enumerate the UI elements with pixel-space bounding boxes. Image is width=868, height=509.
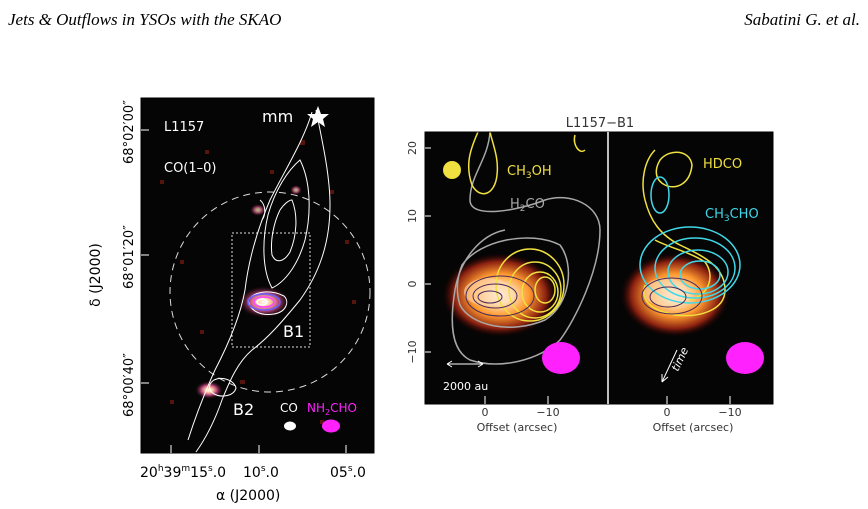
right-map-frame <box>424 131 774 405</box>
x-tick-s2-0: 0 <box>664 406 671 419</box>
dec-axis-label: δ (J2000) <box>88 243 104 307</box>
source-label: L1157 <box>164 120 204 135</box>
x-tick-s1-m10: −10 <box>536 406 559 419</box>
beam-co-label: CO <box>280 401 298 415</box>
ra-tick-1: 20h39m15s.0 <box>140 464 226 481</box>
scale-bar <box>446 360 484 368</box>
x-tick-s2-m10: −10 <box>718 406 741 419</box>
x-tick-s1-0: 0 <box>482 406 489 419</box>
ch3cho-contours <box>639 176 741 304</box>
left-map-frame <box>140 97 375 454</box>
ra-tick-3: 05s.0 <box>330 464 366 481</box>
y-tick-10: 10 <box>406 209 419 223</box>
beam-co-ellipse <box>284 421 296 431</box>
subpanel1-inner-contours <box>465 275 535 317</box>
h2co-contours <box>451 132 601 365</box>
beam-nh2cho-label: NH2CHO <box>307 401 357 417</box>
subpanel-ch3oh-h2co <box>442 132 601 374</box>
right-map-panel: L1157−B1 <box>406 116 774 434</box>
ra-axis-label: α (J2000) <box>216 488 280 504</box>
ch3cho-label: CH3CHO <box>705 207 759 224</box>
subpanel2-beam <box>726 342 764 374</box>
primary-beam-circle <box>169 191 371 393</box>
x-axis-label-1: Offset (arcsec) <box>477 421 558 434</box>
scale-bar-label: 2000 au <box>443 380 488 393</box>
subpanel1-beam-small <box>443 161 461 179</box>
running-header-authors: Sabatini G. et al. <box>744 10 860 29</box>
b2-label: B2 <box>233 400 254 419</box>
co-contours <box>187 109 331 453</box>
y-tick-0: 0 <box>406 281 419 288</box>
left-map-background <box>141 98 374 453</box>
hdco-label: HDCO <box>703 157 742 172</box>
tracer-label: CO(1–0) <box>164 161 217 176</box>
right-map-ticks <box>425 147 731 404</box>
left-map-ticks <box>141 129 347 453</box>
b1-emission <box>238 286 290 318</box>
ch3oh-label: CH3OH <box>507 164 552 181</box>
dec-tick-1: 68°02′00″ <box>122 100 137 164</box>
mm-label: mm <box>262 107 293 126</box>
running-header-title: Jets & Outflows in YSOs with the SKAO <box>8 10 282 29</box>
y-tick-m10: −10 <box>406 340 419 363</box>
time-arrow <box>661 349 678 383</box>
dec-tick-2: 68°01′20″ <box>122 225 137 289</box>
b1-label: B1 <box>283 322 304 341</box>
h2co-label: H2CO <box>510 197 545 214</box>
right-panel-title: L1157−B1 <box>566 116 634 131</box>
subpanel-hdco-ch3cho <box>620 149 764 383</box>
x-axis-label-2: Offset (arcsec) <box>653 421 734 434</box>
left-map-panel: mm L1157 CO(1–0) B1 B2 CO NH2CHO 20h39m1… <box>88 97 375 504</box>
subpanel1-beam-large <box>542 342 580 374</box>
nh2cho-contours <box>247 293 281 311</box>
protostar-star-icon <box>307 106 329 127</box>
subpanel2-inner-contours <box>641 277 703 315</box>
left-map-noise <box>160 140 356 424</box>
ch3oh-contours <box>467 132 586 322</box>
beam-nh2cho-ellipse <box>322 419 340 433</box>
y-tick-20: 20 <box>406 141 419 155</box>
ra-tick-2: 10s.0 <box>243 464 279 481</box>
dec-tick-3: 68°00′40″ <box>122 353 137 417</box>
